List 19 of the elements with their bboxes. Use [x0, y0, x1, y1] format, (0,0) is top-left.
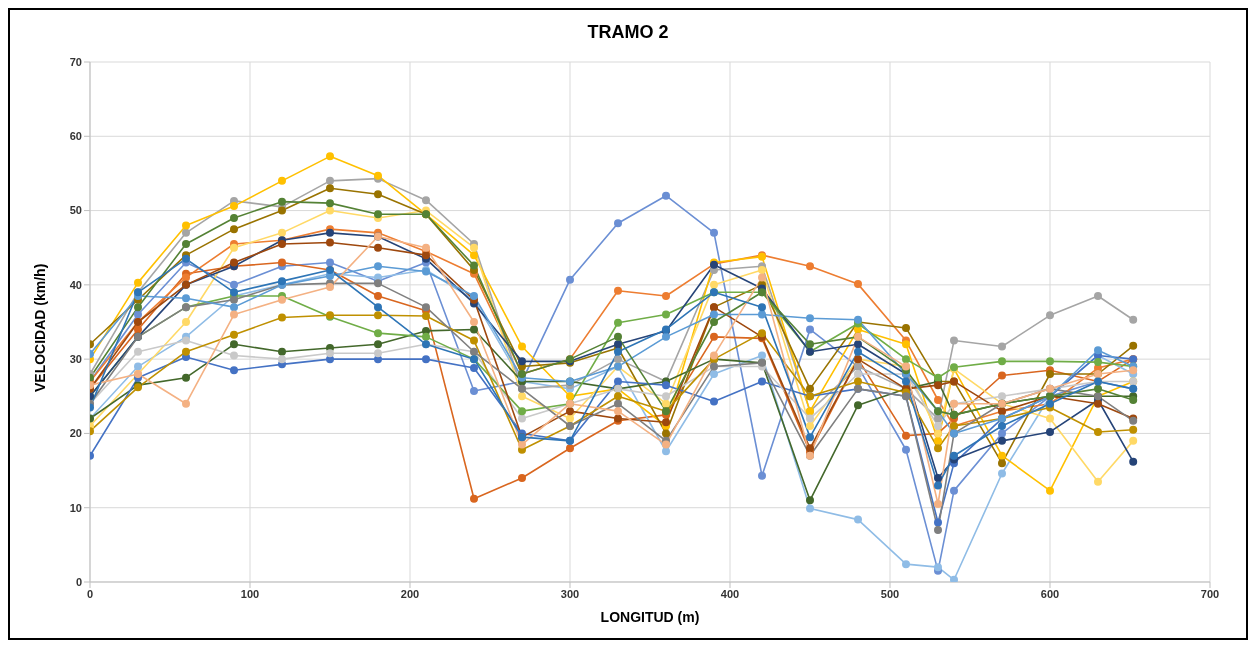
x-tick-label: 300	[560, 587, 580, 600]
x-tick-label: 0	[86, 587, 94, 600]
y-tick-label: 70	[69, 55, 82, 68]
x-tick-label: 100	[240, 587, 260, 600]
x-tick-label: 200	[400, 587, 420, 600]
y-tick-label: 0	[75, 575, 82, 588]
x-tick-label: 500	[880, 587, 900, 600]
chart-title: TRAMO 2	[586, 21, 670, 44]
y-tick-label: 60	[69, 130, 82, 143]
x-axis-title: LONGITUD (m)	[600, 609, 700, 625]
x-tick-label: 700	[1200, 587, 1220, 600]
y-tick-label: 10	[69, 501, 82, 514]
y-tick-label: 30	[69, 353, 82, 366]
y-axis-title: VELOCIDAD (km/h)	[31, 263, 48, 392]
x-tick-label: 600	[1040, 587, 1060, 600]
y-tick-label: 40	[69, 278, 82, 291]
y-tick-label: 20	[69, 427, 82, 440]
y-tick-label: 50	[69, 204, 82, 217]
x-tick-label: 400	[720, 587, 740, 600]
